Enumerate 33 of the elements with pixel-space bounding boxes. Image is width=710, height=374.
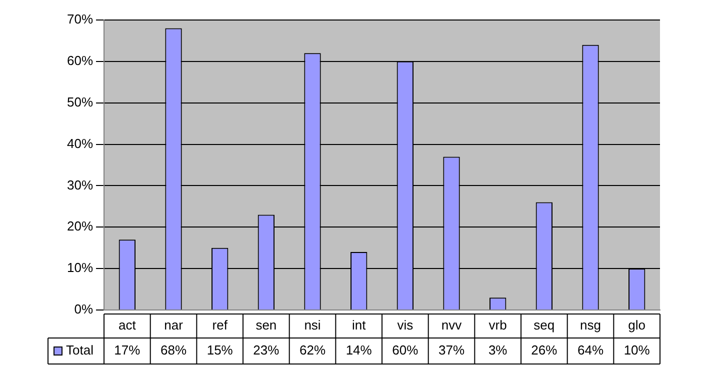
y-tick-label: 30% — [66, 177, 94, 192]
legend-label: Total — [66, 342, 94, 358]
y-tick-label: 60% — [66, 53, 94, 68]
text: 62% — [299, 342, 326, 358]
text: 37% — [438, 342, 465, 358]
x-tick-label: vis — [397, 318, 414, 333]
text: 17% — [114, 342, 140, 358]
x-tick-label: vrb — [488, 318, 507, 333]
text: 26% — [531, 342, 558, 358]
text: 14% — [346, 342, 372, 358]
text: 23% — [253, 342, 280, 358]
y-tick-label: 40% — [66, 136, 94, 151]
text: 15% — [206, 342, 233, 358]
x-tick-label: ref — [212, 318, 228, 333]
y-tick-label: 50% — [66, 94, 94, 110]
y-tick-label: 0% — [74, 302, 94, 317]
text: 60% — [392, 342, 418, 358]
x-tick-label: glo — [628, 318, 646, 333]
y-tick-label: 20% — [66, 218, 94, 234]
x-tick-label: nsg — [580, 318, 601, 333]
y-tick-label: 10% — [66, 260, 94, 276]
x-tick-label: sen — [256, 318, 277, 333]
x-tick-label: act — [118, 318, 136, 333]
text: 3% — [488, 342, 508, 358]
text: 68% — [160, 342, 187, 358]
x-tick-label: int — [352, 318, 366, 333]
text: 10% — [624, 342, 650, 358]
y-tick-label: 70% — [66, 12, 94, 27]
x-tick-label: nvv — [441, 318, 462, 333]
x-tick-label: nsi — [304, 318, 321, 333]
text: 64% — [577, 342, 604, 358]
x-tick-label: nar — [164, 318, 184, 333]
x-tick-label: seq — [534, 318, 555, 333]
